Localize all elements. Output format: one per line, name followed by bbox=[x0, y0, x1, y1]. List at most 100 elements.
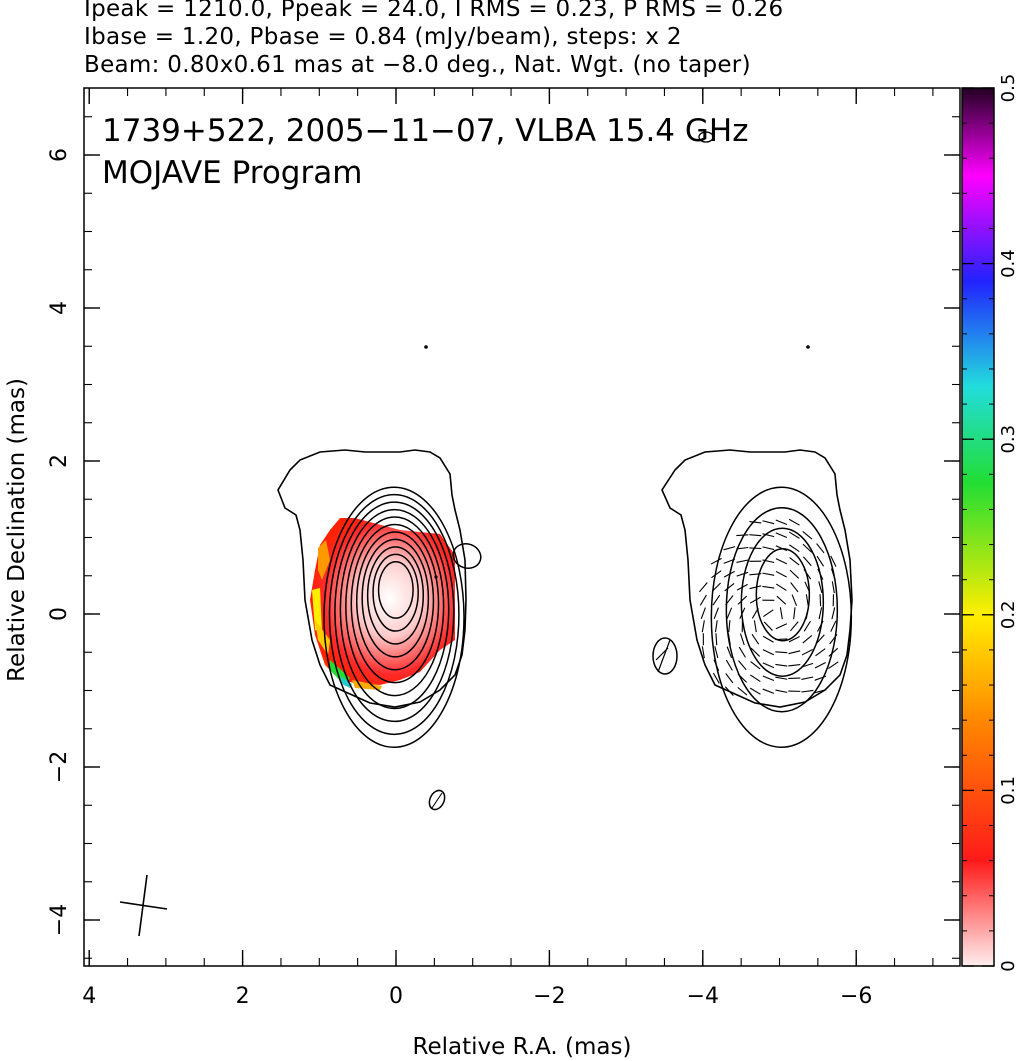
evpa-vector bbox=[749, 585, 762, 590]
evpa-vector bbox=[712, 672, 720, 684]
evpa-vector bbox=[818, 607, 823, 620]
polarization-color-map bbox=[310, 518, 455, 690]
evpa-vector bbox=[749, 534, 762, 537]
evpa-vector bbox=[819, 594, 822, 607]
colorbar bbox=[962, 88, 994, 966]
evpa-vector bbox=[727, 633, 731, 646]
small-contour bbox=[698, 131, 714, 143]
evpa-vector bbox=[817, 620, 824, 632]
evpa-vector bbox=[723, 546, 736, 551]
contour-level bbox=[328, 493, 460, 736]
evpa-vector bbox=[762, 533, 775, 538]
evpa-vector bbox=[749, 687, 761, 695]
evpa-vector bbox=[804, 581, 811, 593]
evpa-vector bbox=[749, 573, 762, 576]
evpa-vector bbox=[749, 596, 761, 604]
evpa-vector bbox=[775, 676, 788, 680]
evpa-vector bbox=[726, 646, 733, 659]
evpa-vector bbox=[802, 530, 813, 540]
noise-dot bbox=[424, 345, 428, 349]
evpa-vector bbox=[775, 519, 788, 525]
x-tick-label: 0 bbox=[389, 984, 403, 1009]
y-tick-label: −2 bbox=[47, 751, 72, 783]
program-annotation: MOJAVE Program bbox=[102, 155, 362, 191]
evpa-vector bbox=[815, 648, 826, 657]
evpa-vector bbox=[714, 620, 718, 633]
evpa-vector bbox=[762, 520, 775, 525]
evpa-vector bbox=[801, 689, 814, 693]
small-contour bbox=[428, 789, 446, 811]
colorbar-tick-label: 0.2 bbox=[998, 600, 1019, 629]
evpa-vector bbox=[699, 594, 707, 606]
evpa-vector bbox=[802, 634, 813, 644]
evpa-vector bbox=[737, 673, 748, 683]
evpa-vector bbox=[779, 607, 783, 620]
evpa-vector bbox=[775, 689, 788, 693]
contour-level bbox=[323, 486, 465, 748]
evpa-vector bbox=[789, 557, 800, 566]
evpa-vector bbox=[818, 581, 823, 594]
evpa-vector bbox=[793, 607, 796, 620]
evpa-vector bbox=[750, 647, 761, 657]
evpa-vector bbox=[816, 555, 825, 567]
evpa-vector bbox=[775, 663, 788, 667]
x-tick-label: −4 bbox=[687, 984, 719, 1009]
contour-level bbox=[377, 561, 414, 619]
contour-level bbox=[361, 538, 430, 658]
header-line-beam: Beam: 0.80x0.61 mas at −8.0 deg., Nat. W… bbox=[84, 52, 751, 78]
evpa-vector bbox=[775, 558, 787, 565]
evpa-vector bbox=[739, 607, 746, 619]
evpa-vector bbox=[814, 675, 827, 681]
contour-level bbox=[334, 501, 455, 723]
evpa-vector bbox=[814, 689, 827, 694]
evpa-vector bbox=[762, 572, 775, 576]
y-tick-label: 6 bbox=[47, 148, 72, 162]
evpa-vector bbox=[738, 646, 746, 658]
evpa-vector bbox=[715, 633, 718, 646]
evpa-vector bbox=[701, 620, 705, 633]
evpa-vector bbox=[801, 662, 814, 668]
polarization-vectors bbox=[699, 518, 839, 697]
evpa-vector bbox=[710, 557, 722, 565]
evpa-vector bbox=[830, 555, 837, 567]
evpa-vector bbox=[750, 661, 761, 670]
evpa-vector bbox=[775, 638, 788, 641]
evpa-vector bbox=[775, 651, 788, 654]
evpa-vector bbox=[724, 583, 735, 592]
x-tick-label: −2 bbox=[533, 984, 565, 1009]
evpa-vector bbox=[829, 634, 838, 645]
evpa-vector bbox=[714, 646, 719, 659]
evpa-vector bbox=[814, 661, 826, 669]
evpa-vector bbox=[775, 545, 788, 552]
evpa-vector bbox=[776, 595, 787, 605]
evpa-vector bbox=[775, 570, 787, 578]
noise-dot bbox=[806, 345, 810, 349]
header-line-base: Ibase = 1.20, Pbase = 0.84 (mJy/beam), s… bbox=[84, 24, 682, 50]
x-tick-label: −6 bbox=[840, 984, 872, 1009]
evpa-vector bbox=[788, 650, 801, 655]
evpa-vector bbox=[788, 664, 801, 667]
colorbar-tick-label: 0.5 bbox=[998, 74, 1019, 103]
contour-level bbox=[725, 506, 839, 713]
evpa-vector bbox=[831, 607, 836, 620]
evpa-vector bbox=[788, 531, 800, 539]
header-line-peak: Ipeak = 1210.0, Ppeak = 24.0, I RMS = 0.… bbox=[84, 0, 784, 22]
evpa-vector bbox=[739, 633, 745, 646]
evpa-vector bbox=[762, 649, 774, 656]
small-contour bbox=[652, 637, 678, 675]
evpa-vector bbox=[830, 568, 836, 581]
evpa-vector bbox=[699, 582, 708, 593]
evpa-vector bbox=[762, 688, 775, 694]
y-axis-title: Relative Declination (mas) bbox=[4, 378, 30, 682]
evpa-vector bbox=[724, 686, 734, 697]
evpa-vector bbox=[791, 594, 798, 607]
contour-level bbox=[339, 508, 450, 710]
small-contour bbox=[452, 542, 482, 570]
evpa-vector bbox=[790, 621, 799, 632]
colorbar-tick-label: 0 bbox=[998, 960, 1019, 971]
evpa-vector bbox=[830, 620, 837, 632]
evpa-vector bbox=[737, 595, 748, 605]
evpa-vector bbox=[817, 568, 824, 580]
colorbar-tick-label: 0.3 bbox=[998, 425, 1019, 454]
